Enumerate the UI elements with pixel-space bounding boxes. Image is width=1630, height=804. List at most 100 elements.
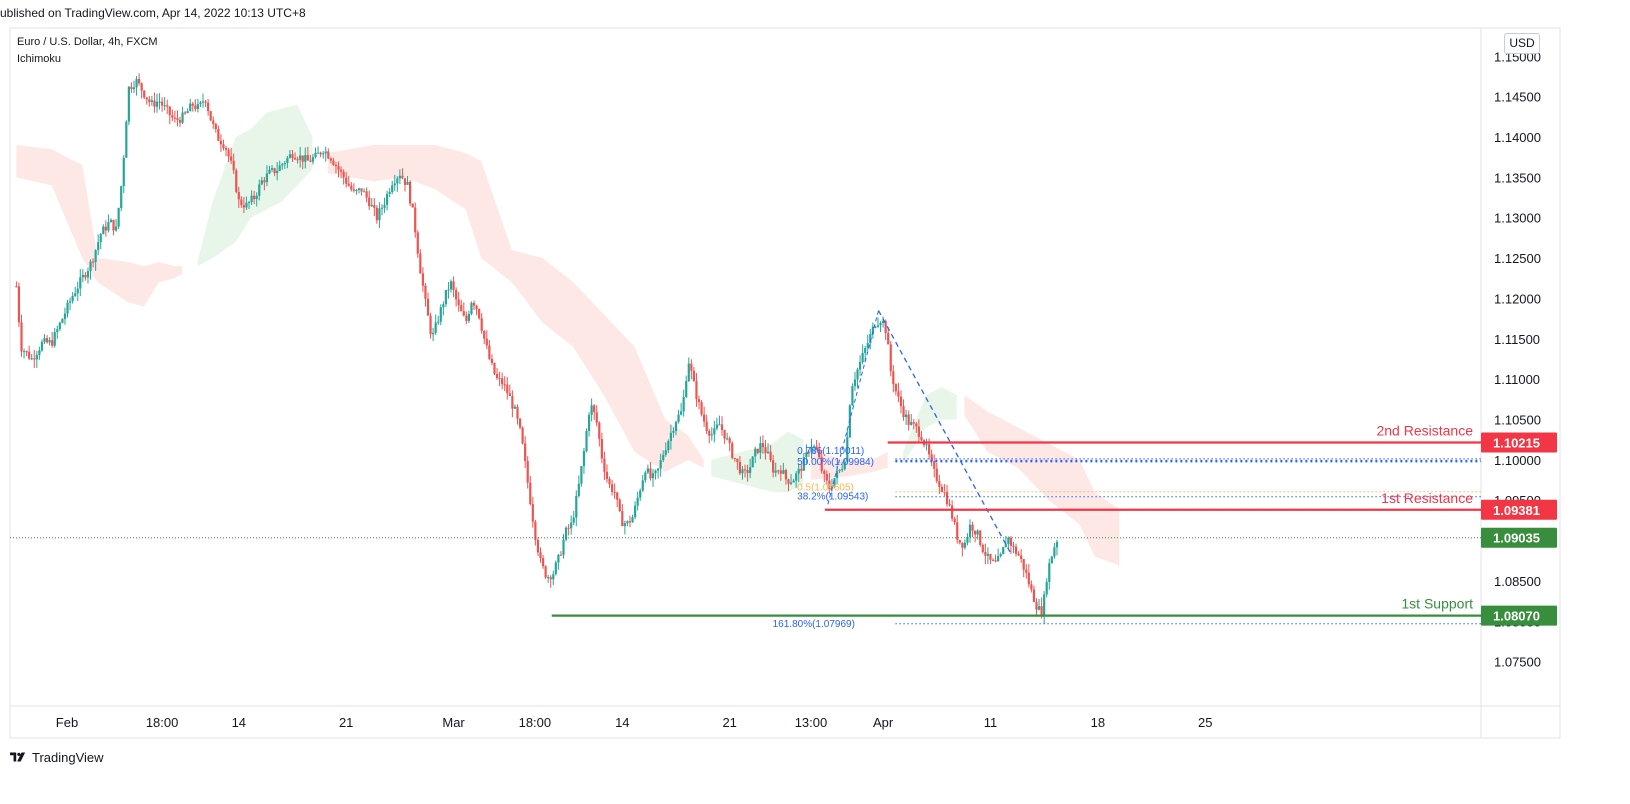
candle-body — [736, 458, 739, 462]
ichimoku-cloud-bearish — [964, 395, 1120, 569]
level-price-tag-bg — [1481, 432, 1557, 453]
candle-body — [644, 472, 647, 481]
candle-body — [692, 370, 695, 382]
time-tick-label: 21 — [339, 715, 353, 730]
published-note: ublished on TradingView.com, Apr 14, 202… — [0, 6, 306, 20]
candle-body — [869, 334, 872, 344]
candle-body — [731, 443, 734, 458]
candle-body — [904, 414, 908, 418]
candle-body — [902, 406, 905, 418]
candle-body — [181, 112, 184, 123]
price-tick-label: 1.11500 — [1494, 332, 1540, 347]
candle-body — [127, 86, 130, 122]
symbol-label[interactable]: Euro / U.S. Dollar, 4h, FXCM — [17, 36, 158, 48]
candle-body — [841, 469, 844, 471]
indicator-label[interactable]: Ichimoku — [17, 53, 62, 65]
candle-body — [380, 207, 384, 209]
candle-body — [125, 121, 128, 158]
candle-body — [713, 428, 716, 435]
candle-body — [68, 301, 72, 303]
candle-body — [797, 468, 800, 474]
candle-body — [899, 396, 903, 407]
candle-body — [1035, 602, 1038, 610]
candle-body — [493, 363, 496, 374]
candle-body — [567, 527, 570, 529]
candle-body — [940, 486, 943, 492]
candle-body — [472, 302, 476, 306]
candle-body — [163, 105, 166, 107]
candle-body — [22, 351, 26, 353]
last-price-tag-bg — [1481, 527, 1557, 548]
candle-body — [641, 480, 644, 491]
time-tick-label: 14 — [232, 715, 246, 730]
level-price-tag: 1.09381 — [1493, 503, 1540, 518]
tradingview-logo-icon — [10, 752, 26, 762]
currency-button[interactable]: USD — [1504, 33, 1540, 54]
candle-body — [28, 351, 31, 359]
level-price-tag: 1.08070 — [1493, 609, 1540, 624]
candle-body — [135, 78, 138, 88]
candle-body — [521, 427, 524, 444]
candle-body — [230, 156, 233, 161]
candle-body — [222, 144, 225, 148]
candle-body — [66, 302, 69, 314]
candle-body — [51, 340, 54, 346]
candle-body — [833, 478, 836, 487]
candle-body — [460, 305, 463, 312]
candle-body — [158, 101, 161, 103]
candle-body — [207, 102, 210, 112]
candle-body — [549, 577, 552, 580]
candle-body — [892, 371, 895, 385]
candle-body — [1045, 581, 1048, 595]
candle-body — [639, 490, 642, 498]
candle-body — [84, 274, 87, 278]
candle-body — [915, 423, 918, 427]
candle-body — [291, 154, 294, 158]
candle-body — [467, 313, 471, 321]
candle-body — [1017, 553, 1020, 556]
candle-body — [462, 311, 465, 316]
candle-body — [311, 157, 315, 162]
candle-body — [1055, 542, 1059, 548]
time-tick-label: 18:00 — [519, 715, 552, 730]
candle-body — [986, 553, 990, 556]
candle-body — [1050, 556, 1053, 564]
candle-body — [818, 449, 821, 458]
price-tick-label: 1.08500 — [1494, 574, 1541, 589]
candle-body — [45, 338, 49, 343]
candle-body — [401, 175, 404, 179]
candle-body — [858, 362, 862, 370]
candle-body — [687, 363, 690, 381]
candle-body — [956, 522, 959, 540]
candle-body — [968, 524, 972, 537]
candle-body — [820, 457, 823, 472]
candle-body — [309, 160, 312, 162]
candle-body — [948, 504, 951, 506]
candle-body — [685, 380, 688, 398]
candle-body — [260, 180, 263, 185]
candle-body — [196, 104, 200, 109]
candle-body — [120, 186, 123, 208]
candle-body — [812, 446, 816, 448]
candle-body — [81, 274, 84, 278]
candle-body — [1027, 572, 1030, 585]
candle-body — [825, 474, 828, 481]
candle-body — [232, 160, 235, 171]
candle-body — [953, 518, 956, 523]
candle-body — [876, 325, 880, 327]
candle-body — [603, 458, 606, 472]
candle-body — [155, 101, 159, 107]
candle-body — [879, 323, 882, 326]
candle-body — [288, 154, 292, 158]
candle-body — [743, 469, 747, 471]
candle-body — [483, 330, 486, 339]
candle-body — [247, 202, 251, 204]
candle-body — [406, 181, 409, 185]
candle-body — [1053, 547, 1056, 557]
candle-body — [938, 480, 941, 487]
candle-body — [58, 322, 61, 330]
candle-body — [874, 326, 877, 328]
candle-body — [173, 117, 176, 119]
candle-body — [498, 378, 501, 380]
